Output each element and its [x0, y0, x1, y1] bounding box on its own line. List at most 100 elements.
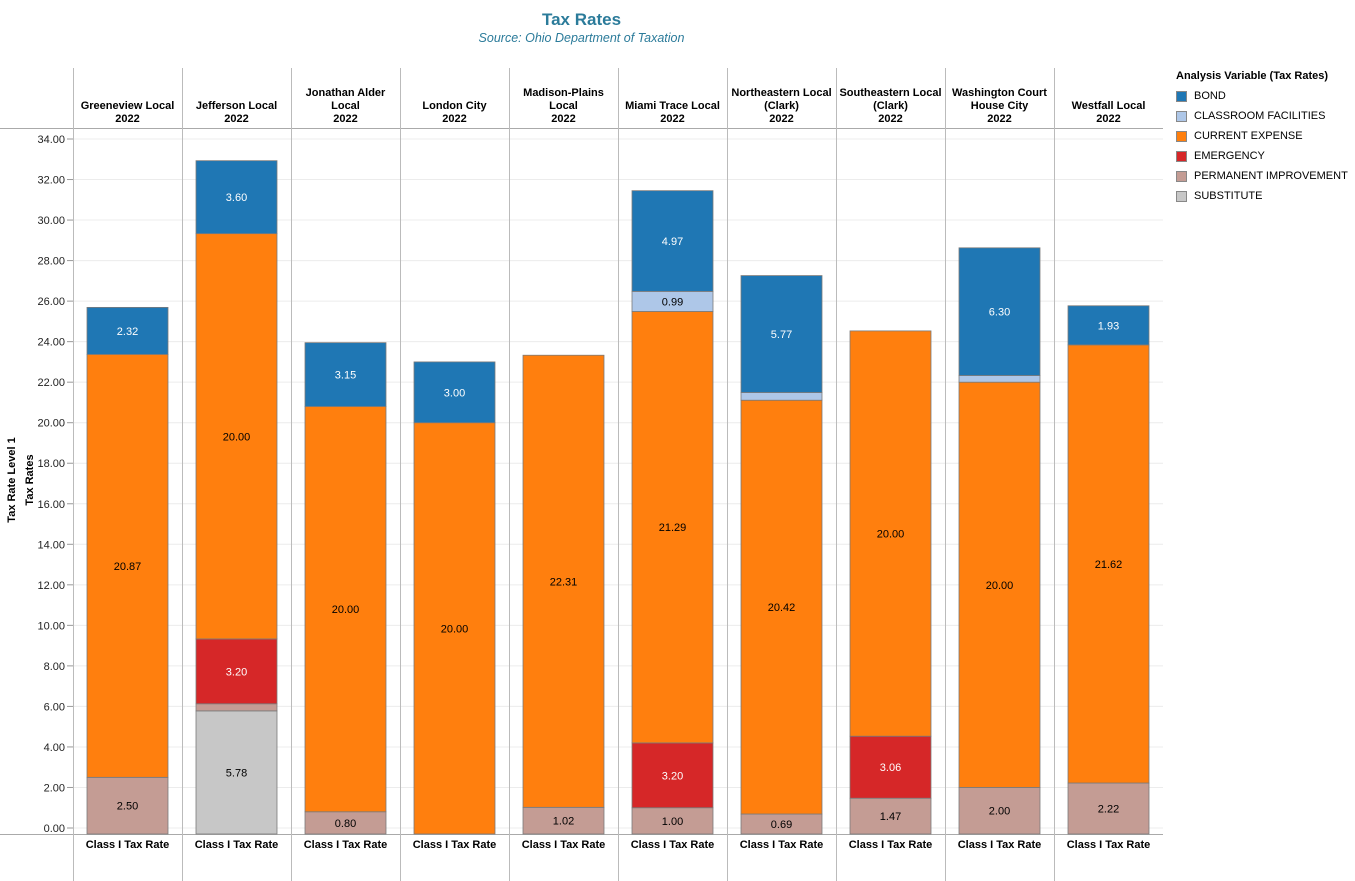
bar-segment	[304, 406, 387, 813]
bar-segment	[958, 787, 1041, 835]
column-header-year: 2022	[987, 113, 1011, 125]
y-tick-label: 2.00	[44, 782, 65, 794]
data-label: 20.00	[441, 623, 469, 635]
x-category-label: Class I Tax Rate	[631, 839, 715, 851]
y-tick-label: 10.00	[37, 620, 65, 632]
legend-item-current-expense[interactable]: CURRENT EXPENSE	[1176, 126, 1348, 146]
column-header-year: 2022	[551, 113, 575, 125]
data-label: 2.32	[117, 326, 138, 338]
bar-segment	[413, 422, 496, 835]
bar-segment	[195, 703, 278, 712]
legend-label: SUBSTITUTE	[1194, 190, 1263, 202]
y-axis-label: Tax Rates	[24, 454, 36, 505]
column-header-year: 2022	[224, 113, 248, 125]
y-tick-label: 26.00	[37, 296, 65, 308]
column-header-year: 2022	[115, 113, 139, 125]
column-header-name: Greeneview Local	[81, 100, 175, 112]
bar-segment	[631, 190, 714, 292]
column-header-name: Miami Trace Local	[625, 100, 720, 112]
chart-subtitle: Source: Ohio Department of Taxation	[478, 31, 685, 45]
y-tick-label: 16.00	[37, 499, 65, 511]
column-header-year: 2022	[1096, 113, 1120, 125]
y-tick-label: 4.00	[44, 742, 65, 754]
x-category-label: Class I Tax Rate	[195, 839, 279, 851]
data-label: 0.80	[335, 818, 356, 830]
x-category-label: Class I Tax Rate	[304, 839, 388, 851]
bar-segment	[1067, 305, 1150, 346]
data-label: 0.69	[771, 819, 792, 831]
bar-segment	[958, 375, 1041, 383]
data-label: 3.06	[880, 762, 901, 774]
data-label: 22.31	[550, 576, 578, 588]
data-label: 6.30	[989, 307, 1010, 319]
column-header-year: 2022	[878, 113, 902, 125]
bar-segment	[195, 160, 278, 235]
y-tick-label: 28.00	[37, 256, 65, 268]
bar-segment	[86, 776, 169, 835]
data-label: 3.60	[226, 192, 247, 204]
data-label: 21.29	[659, 522, 687, 534]
column-header-name: Westfall Local	[1072, 100, 1146, 112]
column-header-name: Local	[331, 100, 360, 112]
legend-swatch	[1176, 130, 1187, 142]
data-label: 0.99	[662, 296, 683, 308]
data-label: 1.00	[662, 816, 683, 828]
x-category-label: Class I Tax Rate	[849, 839, 933, 851]
bar-segment	[740, 392, 823, 401]
data-label: 21.62	[1095, 559, 1123, 571]
bar-segment	[86, 354, 169, 778]
bar-segment	[849, 797, 932, 835]
legend-item-bond[interactable]: BOND	[1176, 86, 1348, 106]
legend-item-classroom-facilities[interactable]: CLASSROOM FACILITIES	[1176, 106, 1348, 126]
data-label: 20.00	[223, 431, 251, 443]
data-label: 3.20	[226, 666, 247, 678]
bar-segment	[522, 354, 605, 808]
bar-segment	[86, 306, 169, 355]
data-label: 1.02	[553, 816, 574, 828]
data-label: 20.87	[114, 561, 142, 573]
chart-title: Tax Rates	[541, 10, 622, 29]
data-label: 4.97	[662, 236, 683, 248]
column-header-year: 2022	[333, 113, 357, 125]
x-category-label: Class I Tax Rate	[413, 839, 497, 851]
data-label: 2.00	[989, 806, 1010, 818]
legend-swatch	[1176, 110, 1187, 122]
column-header-name: (Clark)	[764, 100, 799, 112]
x-category-label: Class I Tax Rate	[1067, 839, 1151, 851]
y-tick-label: 34.00	[37, 134, 65, 146]
data-label: 3.15	[335, 370, 356, 382]
bar-segment	[958, 381, 1041, 788]
column-header-name: Jefferson Local	[196, 100, 277, 112]
x-category-label: Class I Tax Rate	[522, 839, 606, 851]
legend-item-substitute[interactable]: SUBSTITUTE	[1176, 186, 1348, 206]
y-tick-label: 32.00	[37, 175, 65, 187]
x-category-label: Class I Tax Rate	[740, 839, 824, 851]
y-tick-label: 12.00	[37, 580, 65, 592]
legend-swatch	[1176, 90, 1187, 102]
column-header-name: London City	[422, 100, 487, 112]
y-tick-label: 0.00	[44, 823, 65, 835]
bar-segment	[195, 638, 278, 705]
column-header-name: Southeastern Local	[839, 87, 941, 99]
column-header-name: Northeastern Local	[731, 87, 831, 99]
y-axis-label: Tax Rate Level 1	[6, 437, 18, 522]
legend-swatch	[1176, 170, 1187, 182]
column-header-year: 2022	[442, 113, 466, 125]
legend: Analysis Variable (Tax Rates) BOND CLASS…	[1176, 70, 1348, 206]
y-tick-label: 24.00	[37, 337, 65, 349]
legend-item-emergency[interactable]: EMERGENCY	[1176, 146, 1348, 166]
bar-segment	[195, 233, 278, 640]
column-header-name: (Clark)	[873, 100, 908, 112]
data-label: 3.20	[662, 770, 683, 782]
y-tick-label: 8.00	[44, 661, 65, 673]
column-header-name: Madison-Plains	[523, 87, 604, 99]
legend-item-permanent-improvement[interactable]: PERMANENT IMPROVEMENT	[1176, 166, 1348, 186]
bar-segment	[1067, 782, 1150, 835]
bar-segment	[958, 247, 1041, 376]
bar-segment	[849, 735, 932, 799]
bar-segment	[304, 342, 387, 407]
data-label: 20.00	[332, 604, 360, 616]
legend-swatch	[1176, 190, 1187, 202]
y-tick-label: 14.00	[37, 539, 65, 551]
y-tick-label: 20.00	[37, 418, 65, 430]
